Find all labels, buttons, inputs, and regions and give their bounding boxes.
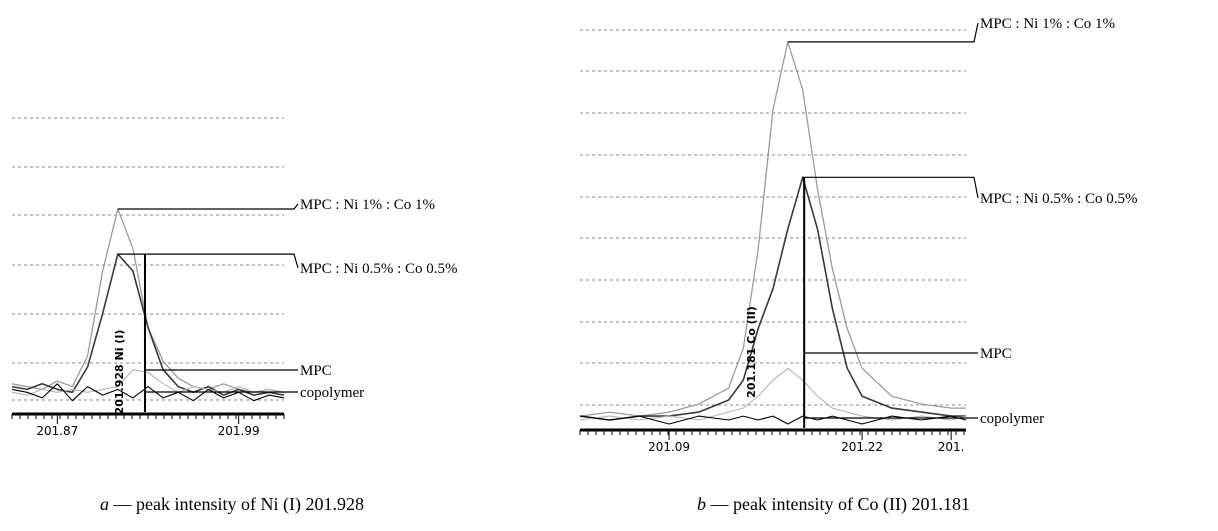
leader-line: [787, 22, 979, 43]
series-line-1: [11, 253, 285, 396]
x-tick-label: 201.22: [841, 440, 883, 454]
x-tick-label: 201.99: [218, 424, 260, 438]
series-label: copolymer: [300, 385, 364, 401]
series-line-0: [579, 41, 966, 417]
series-line-3: [579, 415, 967, 425]
peak-wavelength-label: 201.928 Ni (I): [113, 330, 126, 415]
caption-letter: a: [100, 494, 109, 514]
chart-a: 201.87 201.99 MPC : Ni 1% : Co 1% MPC : Ni …: [11, 117, 458, 515]
leader-line: [117, 253, 299, 269]
chart-caption: b — peak intensity of Co (II) 201.181: [697, 494, 970, 515]
series-label: MPC : Ni 1% : Co 1%: [980, 16, 1115, 32]
series-line-2: [579, 367, 967, 421]
series-label: MPC : Ni 0.5% : Co 0.5%: [300, 261, 458, 277]
series-label: MPC : Ni 0.5% : Co 0.5%: [980, 191, 1138, 207]
series-label: copolymer: [980, 411, 1044, 427]
series-label: MPC : Ni 1% : Co 1%: [300, 197, 435, 213]
series-line-2: [11, 369, 285, 396]
series-label: MPC: [300, 363, 332, 379]
series-line-0: [11, 208, 285, 393]
leader-line: [802, 176, 979, 199]
x-tick-label: 201.: [938, 440, 965, 454]
leader-line: [117, 203, 299, 210]
caption-text: — peak intensity of Co (II) 201.181: [706, 494, 970, 515]
peak-wavelength-label: 201.181 Co (II): [745, 306, 758, 398]
caption-text: — peak intensity of Ni (I) 201.928: [109, 494, 364, 515]
chart-b: 201.09 201.22 201. MPC : Ni 1% : Co 1% MPC :…: [579, 16, 1138, 515]
caption-letter: b: [697, 494, 706, 514]
chart-caption: a — peak intensity of Ni (I) 201.928: [100, 494, 364, 515]
series-line-1: [579, 176, 966, 421]
x-tick-label: 201.09: [648, 440, 690, 454]
x-tick-label: 201.87: [36, 424, 78, 438]
series-label: MPC: [980, 346, 1012, 362]
